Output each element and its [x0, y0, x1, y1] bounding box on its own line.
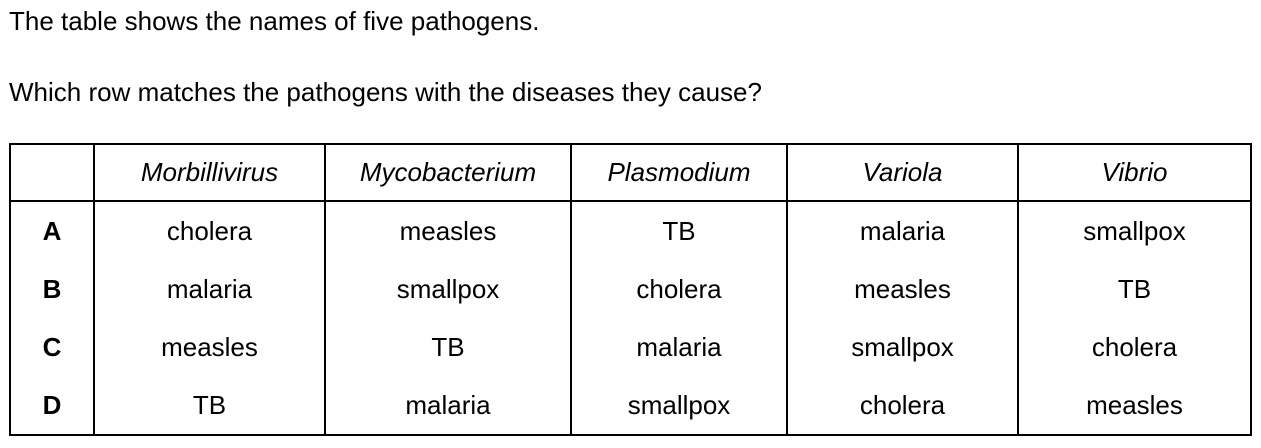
- header-vibrio: Vibrio: [1017, 143, 1252, 202]
- table-row-d: D TB malaria smallpox cholera measles: [9, 376, 1252, 436]
- table-cell: smallpox: [570, 376, 788, 436]
- table-cell: measles: [786, 260, 1019, 318]
- table-cell: cholera: [1017, 318, 1252, 376]
- table-row-b: B malaria smallpox cholera measles TB: [9, 260, 1252, 318]
- table-cell: cholera: [786, 376, 1019, 436]
- table-cell: smallpox: [324, 260, 572, 318]
- table-cell: smallpox: [1017, 201, 1252, 260]
- table-cell: measles: [324, 201, 572, 260]
- table-cell: TB: [570, 201, 788, 260]
- header-morbillivirus: Morbillivirus: [93, 143, 326, 202]
- table-cell: smallpox: [786, 318, 1019, 376]
- row-label: C: [9, 318, 95, 376]
- row-label: D: [9, 376, 95, 436]
- header-mycobacterium: Mycobacterium: [324, 143, 572, 202]
- table-cell: malaria: [570, 318, 788, 376]
- options-table: Morbillivirus Mycobacterium Plasmodium V…: [9, 143, 1252, 436]
- intro-text: The table shows the names of five pathog…: [9, 6, 540, 36]
- table-cell: measles: [1017, 376, 1252, 436]
- table-cell: malaria: [786, 201, 1019, 260]
- table-cell: cholera: [93, 201, 326, 260]
- header-row: Morbillivirus Mycobacterium Plasmodium V…: [9, 143, 1252, 202]
- header-plasmodium: Plasmodium: [570, 143, 788, 202]
- header-corner: [9, 143, 95, 202]
- header-variola: Variola: [786, 143, 1019, 202]
- table-cell: malaria: [93, 260, 326, 318]
- table-cell: TB: [324, 318, 572, 376]
- question-text: Which row matches the pathogens with the…: [9, 77, 762, 107]
- table-cell: malaria: [324, 376, 572, 436]
- table-row-a: A cholera measles TB malaria smallpox: [9, 201, 1252, 260]
- table-row-c: C measles TB malaria smallpox cholera: [9, 318, 1252, 376]
- table-cell: measles: [93, 318, 326, 376]
- table-cell: TB: [1017, 260, 1252, 318]
- row-label: B: [9, 260, 95, 318]
- row-label: A: [9, 201, 95, 260]
- table-cell: TB: [93, 376, 326, 436]
- table-cell: cholera: [570, 260, 788, 318]
